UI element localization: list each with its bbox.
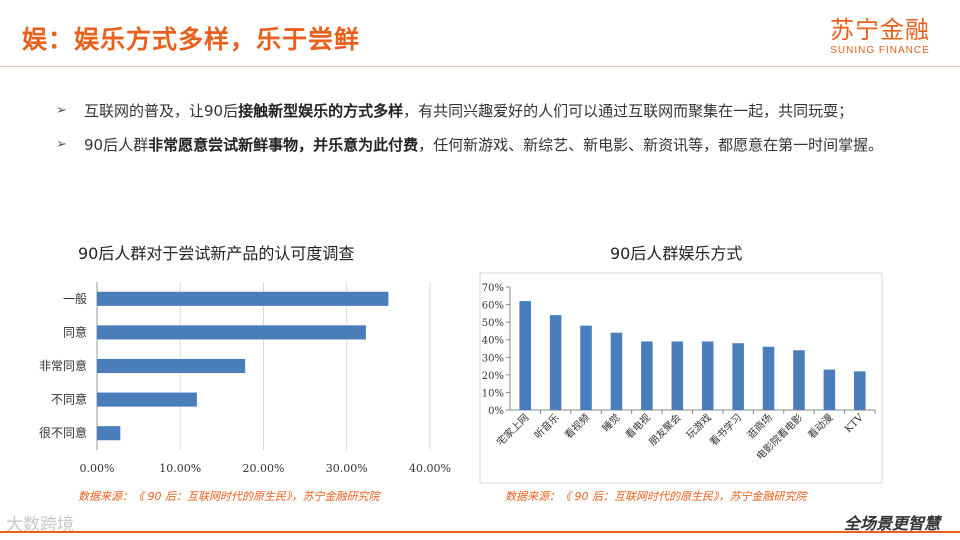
bar (701, 341, 714, 410)
bar (854, 371, 866, 410)
x-tick-label: 20.00% (243, 462, 285, 475)
bar (97, 392, 197, 407)
x-tick-label: 10.00% (159, 462, 201, 475)
bar (823, 369, 836, 410)
x-tick-label: 0.00% (80, 462, 115, 475)
y-tick-label: 20% (482, 371, 504, 382)
x-tick-label: 逛商场 (744, 411, 774, 441)
logo-cn-text: 苏宁金融 (830, 16, 930, 44)
bar (549, 315, 562, 410)
y-tick-label: 不同意 (51, 392, 87, 407)
y-tick-label: 非常同意 (39, 358, 87, 373)
bullet-text-pre: 互联网的普及，让90后 (84, 102, 239, 120)
y-tick-label: 同意 (63, 324, 87, 339)
x-tick-label: 听音乐 (531, 411, 561, 441)
x-tick-label: 朋友聚会 (646, 411, 683, 448)
bar (97, 291, 389, 306)
y-tick-label: 60% (482, 301, 504, 312)
bar (580, 325, 592, 410)
bar (762, 346, 775, 410)
entertainment-bar-chart: 0%10%20%30%40%50%60%70%宅家上网 听音乐 看视频 睡觉 看电视朋友… (479, 272, 883, 484)
footer-divider (0, 531, 960, 533)
x-tick-label: 30.00% (326, 462, 368, 475)
bar (671, 341, 684, 410)
arrow-bullet-icon: ➢ (56, 103, 67, 118)
bar (793, 350, 805, 410)
chart-source-left: 数据来源：《 90 后：互联网时代的原生民》，苏宁金融研究院 (78, 490, 380, 503)
x-tick-label: 看动漫 (805, 411, 835, 441)
chart-source-right: 数据来源：《 90 后：互联网时代的原生民》，苏宁金融研究院 (505, 490, 807, 503)
y-tick-label: 50% (482, 318, 504, 329)
x-tick-label: 睡觉 (599, 411, 622, 434)
approval-bar-chart: 0.00% 10.00% 20.00% 30.00% 40.00% 一般同意非常同意不同意… (39, 282, 451, 475)
bullet-text-post: ，任何新游戏、新综艺、新电影、新资讯等，都愿意在第一时间掌握。 (418, 136, 884, 154)
chart-title-approval: 90后人群对于尝试新产品的认可度调查 (78, 244, 355, 263)
page-title: 娱：娱乐方式多样，乐于尝鲜 (22, 25, 361, 54)
bar (97, 426, 121, 441)
bar (97, 358, 246, 374)
x-tick-label: 40.00% (409, 462, 451, 475)
arrow-bullet-icon: ➢ (56, 137, 67, 152)
watermark: 大数跨境 (6, 515, 74, 535)
suning-finance-logo: 苏宁金融 SUNING FINANCE (830, 10, 930, 56)
bar (641, 341, 653, 410)
x-tick-label: 玩游戏 (683, 411, 713, 441)
bar (732, 343, 744, 410)
bar (519, 301, 531, 410)
x-tick-label: KTV (843, 412, 866, 435)
bullet-item-2: ➢ 90后人群非常愿意尝试新鲜事物，并乐意为此付费，任何新游戏、新综艺、新电影、… (56, 131, 886, 159)
y-tick-label: 0% (488, 406, 504, 417)
x-tick-label: 看视频 (562, 411, 592, 441)
chart-border (479, 272, 883, 484)
bar (610, 332, 623, 410)
y-tick-label: 很不同意 (39, 425, 87, 440)
logo-en-text: SUNING FINANCE (830, 45, 930, 56)
footer-slogan: 全场景更智慧 (843, 514, 940, 533)
x-tick-label: 看书学习 (707, 411, 744, 448)
y-tick-label: 10% (482, 388, 504, 399)
bullet-text-pre: 90后人群 (84, 136, 149, 154)
bar (97, 325, 366, 340)
bullet-list: ➢ 互联网的普及，让90后接触新型娱乐的方式多样，有共同兴趣爱好的人们可以通过互… (56, 97, 886, 165)
bullet-text-bold: 非常愿意尝试新鲜事物，并乐意为此付费 (148, 136, 419, 154)
y-tick-label: 一般 (63, 291, 87, 306)
header-divider (0, 66, 960, 67)
bullet-text-bold: 接触新型娱乐的方式多样 (238, 102, 404, 120)
bullet-text-post: ，有共同兴趣爱好的人们可以通过互联网而聚集在一起，共同玩耍； (403, 102, 854, 120)
y-tick-label: 70% (482, 283, 504, 294)
bullet-item-1: ➢ 互联网的普及，让90后接触新型娱乐的方式多样，有共同兴趣爱好的人们可以通过互… (56, 97, 886, 125)
chart-title-entertainment: 90后人群娱乐方式 (610, 244, 743, 263)
y-tick-label: 40% (482, 336, 504, 347)
x-tick-label: 看电视 (623, 411, 653, 441)
y-tick-label: 30% (482, 353, 504, 364)
